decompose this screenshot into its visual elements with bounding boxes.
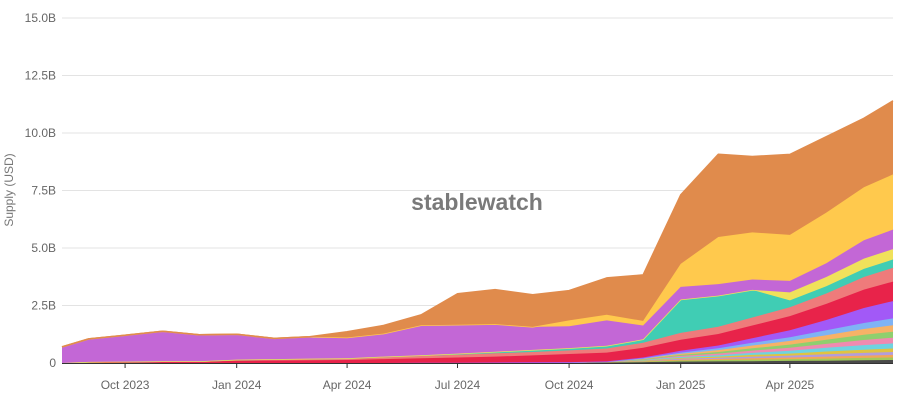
y-tick-label: 12.5B [25, 69, 56, 83]
y-tick-label: 2.5B [31, 299, 56, 313]
x-tick-label: Jul 2024 [435, 378, 481, 392]
series-area [62, 174, 893, 347]
watermark-logo-text: stablewatch [411, 189, 543, 215]
series-area [62, 100, 893, 347]
series-line [61, 100, 894, 348]
series-area [62, 229, 893, 363]
y-tick-label: 10.0B [25, 126, 56, 140]
y-tick-label: 0 [49, 356, 56, 370]
y-tick-label: 7.5B [31, 184, 56, 198]
x-tick-label: Jan 2025 [656, 378, 706, 392]
x-tick-label: Jan 2024 [212, 378, 262, 392]
x-tick-label: Oct 2024 [545, 378, 594, 392]
y-tick-label: 15.0B [25, 11, 56, 25]
y-tick-label: 5.0B [31, 241, 56, 255]
series-area [62, 259, 893, 363]
x-tick-label: Oct 2023 [101, 378, 150, 392]
series-area [62, 337, 893, 363]
x-axis-ticks: Oct 2023 Jan 2024 Apr 2024 Jul 2024 Oct 2024… [101, 363, 815, 392]
x-tick-label: Apr 2025 [766, 378, 815, 392]
series-area [62, 281, 893, 363]
x-tick-label: Apr 2024 [323, 378, 372, 392]
y-axis-ticks: 0 2.5B 5.0B 7.5B 10.0B 12.5B 15.0B [25, 11, 57, 370]
series-areas [61, 100, 894, 364]
y-axis-title: Supply (USD) [2, 153, 16, 226]
